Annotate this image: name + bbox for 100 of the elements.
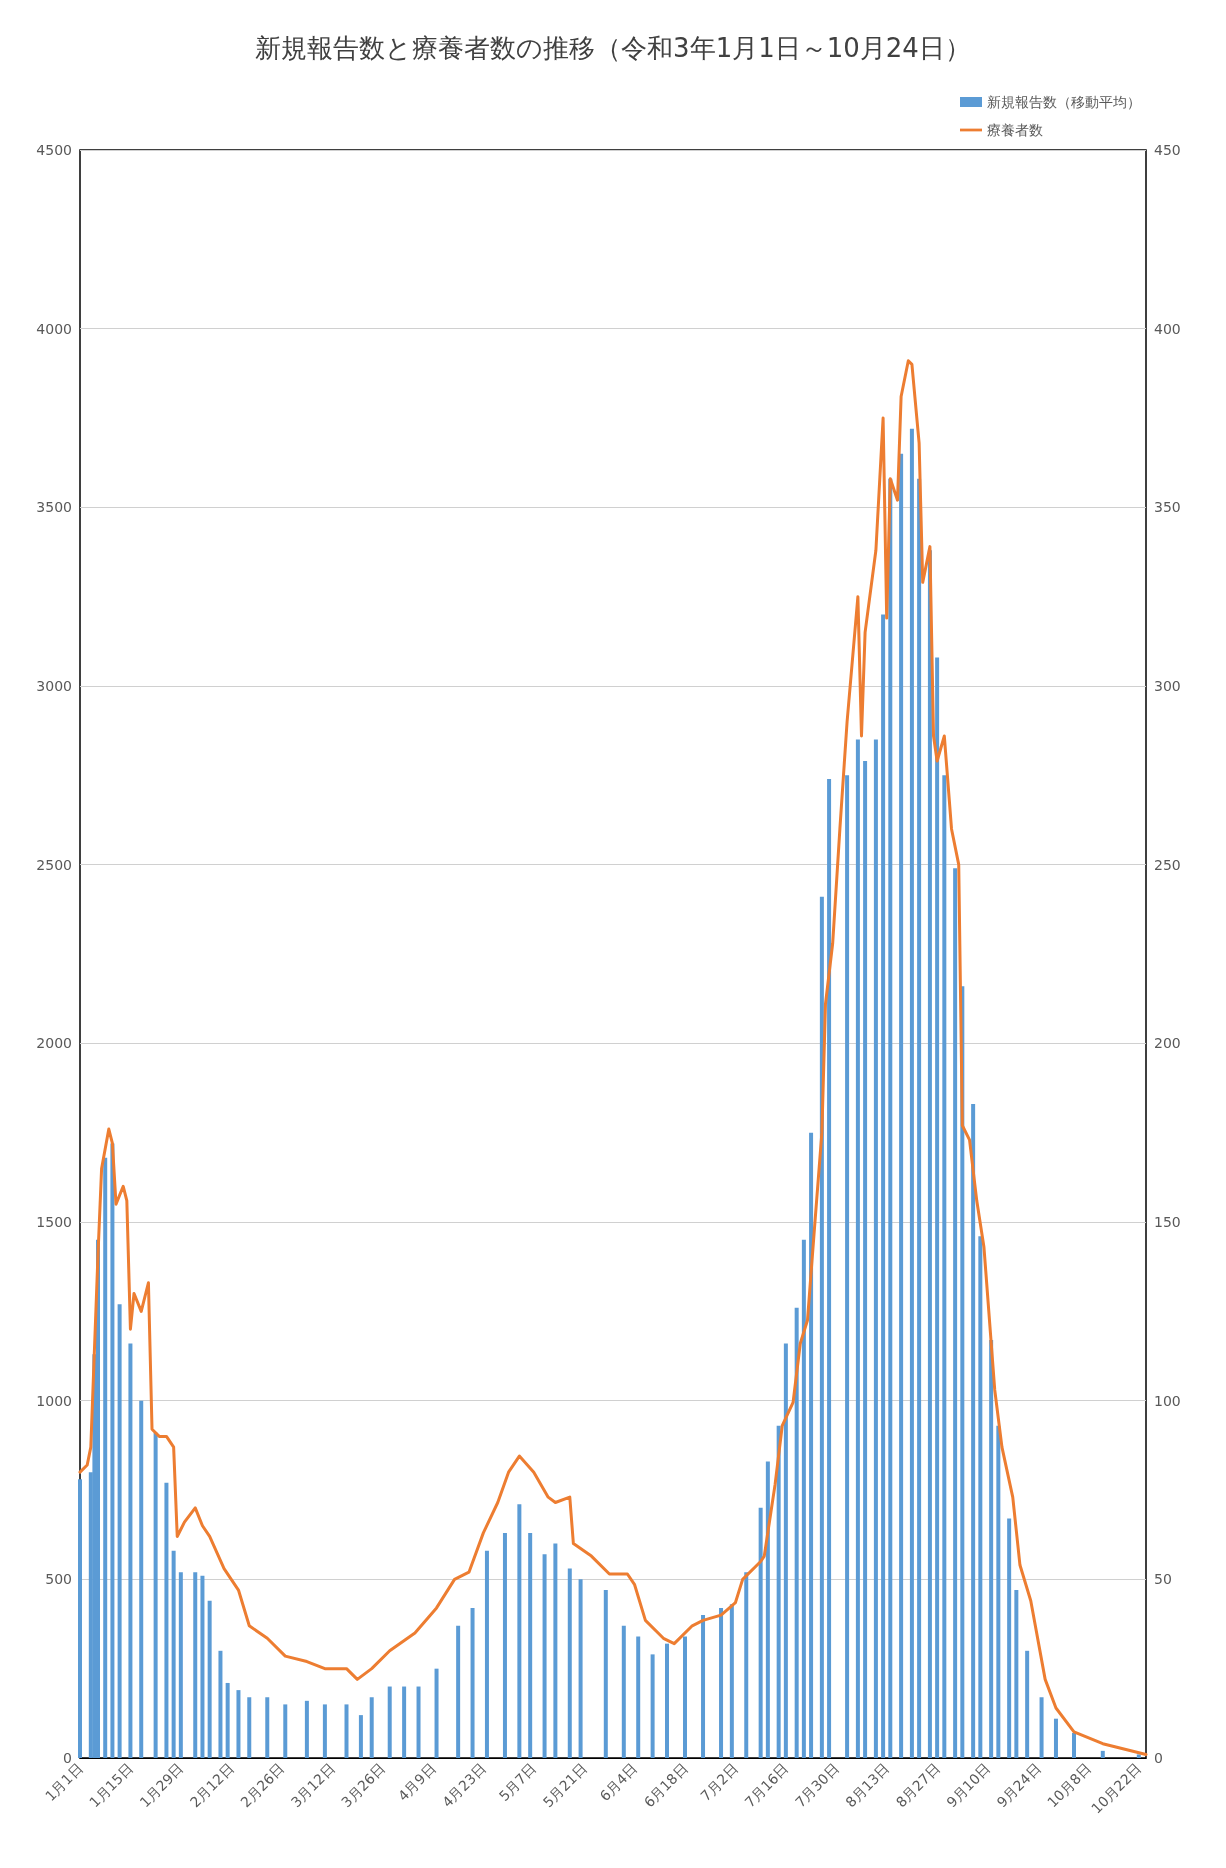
x-tick-label: 5月21日 [539, 1760, 590, 1811]
y-tick-label: 3500 [36, 499, 72, 516]
bar [218, 1650, 223, 1758]
bar [1136, 1754, 1141, 1758]
bar [1007, 1518, 1012, 1758]
bar [783, 1343, 788, 1758]
bar [178, 1572, 183, 1758]
bar [1071, 1732, 1076, 1758]
bar [701, 1615, 706, 1758]
y-tick-label: 500 [45, 1571, 72, 1588]
bar [164, 1482, 169, 1758]
y2-tick-label: 100 [1154, 1392, 1181, 1409]
x-tick-label: 2月12日 [186, 1760, 237, 1811]
x-tick-label: 7月2日 [697, 1760, 742, 1805]
bar [265, 1697, 270, 1758]
bar [1100, 1750, 1105, 1758]
y-tick-label: 1000 [36, 1392, 72, 1409]
bar [110, 1143, 115, 1758]
bar [528, 1532, 533, 1758]
x-tick-label: 6月18日 [640, 1760, 691, 1811]
y2-tick-label: 250 [1154, 856, 1181, 873]
x-tick-label: 5月7日 [495, 1760, 540, 1805]
bar [794, 1307, 799, 1758]
bar [1025, 1650, 1030, 1758]
bar [863, 761, 868, 1758]
bar [283, 1704, 288, 1758]
y2-tick-label: 200 [1154, 1035, 1181, 1052]
bar [128, 1343, 133, 1758]
bar [996, 1425, 1001, 1758]
y-tick-label: 0 [63, 1750, 72, 1766]
bar [845, 775, 850, 1758]
bar [200, 1575, 205, 1758]
bar [78, 1479, 82, 1758]
bar [942, 775, 947, 1758]
y2-tick-label: 150 [1154, 1214, 1181, 1230]
bar [683, 1636, 688, 1758]
chart-title: 新規報告数と療養者数の推移（令和3年1月1日～10月24日） [255, 33, 971, 63]
bar [935, 657, 940, 1758]
x-tick-label: 1月29日 [136, 1760, 187, 1811]
bar [542, 1554, 547, 1758]
y2-tick-label: 50 [1154, 1571, 1172, 1588]
bar [888, 478, 893, 1758]
bar [744, 1572, 749, 1758]
y-tick-label: 3000 [36, 678, 72, 694]
y-tick-label: 2500 [36, 856, 72, 873]
bar [765, 1461, 770, 1758]
x-tick-label: 8月27日 [892, 1760, 943, 1811]
x-tick-label: 3月12日 [287, 1760, 338, 1811]
y2-tick-label: 450 [1154, 142, 1181, 158]
bar [1014, 1590, 1019, 1758]
bar [193, 1572, 198, 1758]
bar [153, 1432, 158, 1758]
bar [978, 1236, 983, 1758]
bar [636, 1636, 641, 1758]
x-tick-label: 4月23日 [439, 1760, 490, 1811]
y2-tick-label: 400 [1154, 320, 1181, 337]
bar [719, 1607, 724, 1758]
bar [909, 428, 914, 1758]
bar [899, 453, 904, 1758]
legend-label: 新規報告数（移動平均） [987, 94, 1141, 110]
bar [809, 1132, 814, 1758]
bar [971, 1104, 976, 1758]
y2-tick-label: 350 [1154, 499, 1181, 516]
bar [96, 1239, 101, 1758]
bar [927, 550, 932, 1758]
bar [402, 1686, 407, 1758]
bar [953, 868, 958, 1758]
bar [650, 1654, 655, 1758]
bar [470, 1607, 475, 1758]
bar [236, 1690, 241, 1758]
bar [207, 1600, 212, 1758]
bar [103, 1157, 108, 1758]
x-tick-label: 9月24日 [993, 1760, 1044, 1811]
bar [989, 1339, 994, 1758]
bar [567, 1568, 572, 1758]
bar [456, 1625, 461, 1758]
bar [1039, 1697, 1044, 1758]
legend-label: 療養者数 [987, 122, 1043, 138]
bar [1053, 1718, 1058, 1758]
bar [917, 478, 922, 1758]
bar [873, 739, 878, 1758]
bar [758, 1507, 763, 1758]
bar [416, 1686, 421, 1758]
bar [776, 1425, 781, 1758]
x-tick-label: 2月26日 [237, 1760, 288, 1811]
y2-tick-label: 300 [1154, 678, 1181, 694]
x-tick-label: 8月13日 [842, 1760, 893, 1811]
bar [855, 739, 860, 1758]
bar [517, 1504, 522, 1758]
bar [434, 1668, 439, 1758]
bar [819, 896, 824, 1758]
bar [247, 1697, 252, 1758]
bar [553, 1543, 558, 1758]
y-tick-label: 4500 [36, 142, 72, 158]
bar [117, 1304, 122, 1758]
x-tick-label: 1月15日 [86, 1760, 137, 1811]
bar [621, 1625, 626, 1758]
y-tick-label: 2000 [36, 1035, 72, 1052]
x-tick-label: 7月16日 [741, 1760, 792, 1811]
y-tick-label: 1500 [36, 1214, 72, 1230]
